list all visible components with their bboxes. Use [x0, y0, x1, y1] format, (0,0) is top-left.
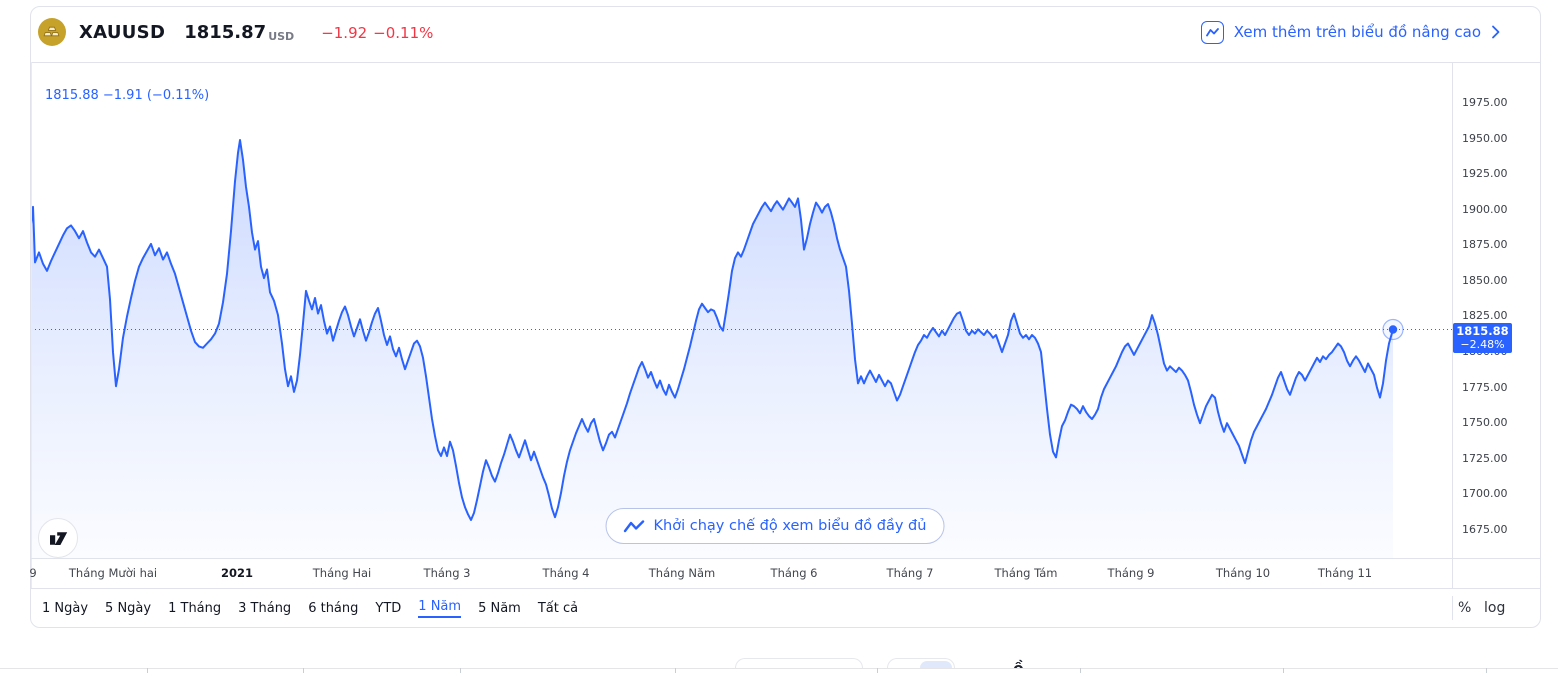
bottom-tick [460, 668, 461, 673]
x-axis-label: 9 [29, 566, 37, 580]
tradingview-logo[interactable] [38, 518, 78, 558]
current-price-badge: 1815.88 −2.48% [1453, 323, 1512, 353]
percent-scale-button[interactable]: % [1458, 600, 1472, 616]
range-button-1-năm[interactable]: 1 Năm [418, 599, 462, 618]
x-axis-label: Tháng 9 [1107, 566, 1155, 580]
range-button-tất-cả[interactable]: Tất cả [537, 600, 579, 616]
price-area [31, 140, 1393, 558]
toolbar-divider [1452, 596, 1453, 620]
y-axis-label: 1675.00 [1462, 523, 1508, 536]
x-axis-label: Tháng 3 [423, 566, 471, 580]
badge-price: 1815.88 [1456, 324, 1509, 338]
range-button-1-tháng[interactable]: 1 Tháng [168, 600, 222, 616]
x-axis-label: Tháng 7 [886, 566, 934, 580]
bottom-tick [1486, 668, 1487, 673]
currency-label: USD [268, 29, 295, 43]
mini-chart-icon [1200, 20, 1224, 44]
cutoff-pill-highlight [920, 661, 952, 668]
price-change: −1.92 [321, 23, 368, 42]
section-divider [0, 668, 1558, 669]
bottom-tick [303, 668, 304, 673]
toolbar-top-line [31, 588, 1540, 589]
y-axis-label: 1750.00 [1462, 416, 1508, 429]
range-button-1-ngày[interactable]: 1 Ngày [42, 600, 89, 616]
x-axis-label: Tháng 10 [1215, 566, 1271, 580]
bottom-tick [1283, 668, 1284, 673]
launch-full-chart-label: Khởi chạy chế độ xem biểu đồ đầy đủ [653, 518, 927, 534]
y-axis-label: 1725.00 [1462, 452, 1508, 465]
x-axis-label: Tháng 6 [770, 566, 818, 580]
y-axis-label: 1700.00 [1462, 487, 1508, 500]
range-button-5-năm[interactable]: 5 Năm [478, 600, 521, 616]
y-axis-label: 1950.00 [1462, 132, 1508, 145]
bottom-tick [675, 668, 676, 673]
bottom-tick [1080, 668, 1081, 673]
y-axis-label: 1825.00 [1462, 309, 1508, 322]
x-axis-label: Tháng 11 [1317, 566, 1373, 580]
range-button-5-ngày[interactable]: 5 Ngày [105, 600, 152, 616]
chevron-right-icon [1492, 25, 1500, 39]
y-axis-label: 1850.00 [1462, 274, 1508, 287]
x-axis-label: Tháng Hai [312, 566, 372, 580]
x-axis-top-line [31, 558, 1540, 559]
log-scale-button[interactable]: log [1484, 600, 1506, 616]
x-axis-label: Tháng Mười hai [68, 566, 158, 580]
range-selector: 1 Ngày 5 Ngày 1 Tháng 3 Tháng 6 tháng YTD 1 Nă… [42, 588, 578, 628]
price-change-percent: −0.11% [373, 23, 434, 42]
launch-full-chart-button[interactable]: Khởi chạy chế độ xem biểu đồ đầy đủ [605, 508, 945, 544]
bottom-tick [877, 668, 878, 673]
cutoff-text-fragment: ề [1013, 659, 1024, 669]
price-scale-border [1452, 62, 1453, 588]
badge-percent: −2.48% [1460, 337, 1505, 351]
y-axis-label: 1875.00 [1462, 238, 1508, 251]
symbol-name: XAUUSD [79, 21, 166, 43]
header-divider [31, 62, 1541, 63]
zigzag-chart-icon [623, 519, 645, 532]
y-axis-label: 1925.00 [1462, 167, 1508, 180]
advanced-chart-link-label: Xem thêm trên biểu đồ nâng cao [1233, 23, 1481, 41]
price-line [31, 139, 1394, 521]
bottom-tick [147, 668, 148, 673]
x-axis-label: 2021 [220, 566, 254, 580]
cutoff-pill-button [735, 658, 863, 668]
chart-legend: 1815.88 −1.91 (−0.11%) [45, 88, 210, 103]
last-price: 1815.87 [184, 21, 267, 43]
x-axis-label: Tháng Tám [994, 566, 1058, 580]
series-end-marker [1388, 325, 1398, 334]
price-chart[interactable] [31, 62, 1452, 558]
x-axis-label: Tháng Năm [648, 566, 716, 580]
header: XAUUSD 1815.87 USD −1.92 −0.11% [38, 12, 433, 52]
advanced-chart-link[interactable]: Xem thêm trên biểu đồ nâng cao [1200, 18, 1500, 46]
y-axis-label: 1900.00 [1462, 203, 1508, 216]
pane-left-border [31, 62, 32, 588]
range-button-6-tháng[interactable]: 6 tháng [308, 600, 359, 616]
x-axis-label: Tháng 4 [542, 566, 590, 580]
y-axis-label: 1775.00 [1462, 381, 1508, 394]
gold-bars-icon [38, 18, 66, 46]
y-axis-label: 1975.00 [1462, 96, 1508, 109]
range-button-3-tháng[interactable]: 3 Tháng [238, 600, 292, 616]
range-button-ytd[interactable]: YTD [375, 600, 402, 616]
